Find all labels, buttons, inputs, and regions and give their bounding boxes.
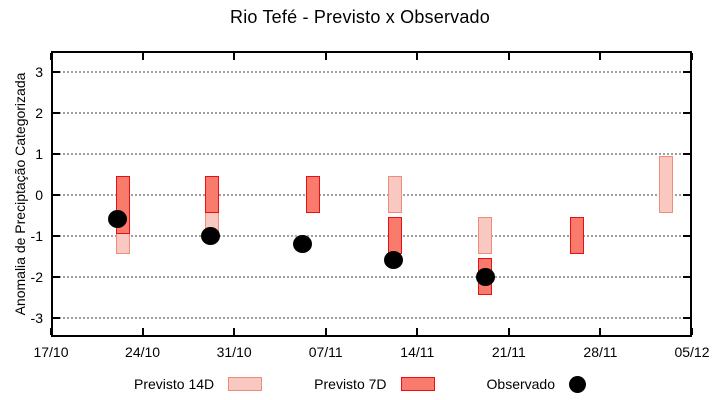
y-tick-label: -1 [30,227,43,244]
gridline [54,70,689,73]
y-tick-label: -3 [30,309,43,326]
x-tick-label: 24/10 [125,344,161,360]
x-tick-mark [507,53,510,60]
gridline [54,111,689,114]
forecast-bar-7d [569,217,584,255]
y-tick-mark [53,234,60,237]
forecast-bar-7d [305,176,320,214]
legend: Previsto 14D Previsto 7D Observado [0,372,720,396]
observado-dot-icon [569,375,586,393]
legend-item-observado: Observado [486,375,586,393]
y-tick-label: 2 [35,104,43,121]
x-tick-mark [599,53,602,60]
observed-dot [475,267,495,286]
x-tick-mark [416,53,419,60]
observed-dot [108,210,128,229]
x-tick-label: 05/12 [674,344,710,360]
gridline [54,152,689,155]
forecast-bar-7d [388,217,403,255]
x-tick-mark [50,328,52,335]
forecast-bar-14d [658,155,673,214]
x-tick-label: 17/10 [33,344,69,360]
legend-item-previsto-7d: Previsto 7D [314,376,435,392]
x-tick-mark [324,328,327,335]
x-tick-mark [233,53,236,60]
observed-dot [292,234,312,253]
y-tick-label: -2 [30,268,43,285]
y-tick-mark [683,193,690,196]
x-tick-mark [233,328,236,335]
y-tick-mark [683,316,690,319]
gridline [54,193,689,196]
y-tick-mark [53,70,60,73]
legend-label: Previsto 14D [134,376,215,392]
y-tick-mark [683,111,690,114]
y-tick-mark [53,152,60,155]
x-tick-label: 21/11 [491,344,526,360]
forecast-bar-7d [204,176,219,214]
y-tick-mark [53,193,60,196]
x-tick-mark [691,328,693,335]
y-tick-mark [683,234,690,237]
gridline [54,234,689,237]
y-tick-mark [683,152,690,155]
observed-dot [201,226,221,245]
x-tick-mark [691,53,693,60]
observed-dot [384,251,404,270]
y-tick-mark [53,111,60,114]
previsto-14d-swatch-icon [228,377,263,391]
legend-item-previsto-14d: Previsto 14D [134,376,263,392]
y-tick-label: 0 [35,186,43,203]
x-tick-label: 28/11 [583,344,618,360]
x-tick-mark [324,53,327,60]
x-tick-mark [416,328,419,335]
y-tick-mark [53,316,60,319]
legend-label: Observado [486,376,555,392]
x-tick-label: 31/10 [216,344,252,360]
y-tick-mark [683,70,690,73]
x-tick-mark [141,53,144,60]
legend-label: Previsto 7D [314,376,387,392]
gridline [54,275,689,278]
y-tick-label: 1 [35,145,43,162]
x-tick-mark [599,328,602,335]
previsto-7d-swatch-icon [400,377,435,391]
y-tick-mark [53,275,60,278]
gridline [54,316,689,319]
x-tick-mark [141,328,144,335]
x-tick-label: 07/11 [308,344,343,360]
y-tick-label: 3 [35,63,43,80]
x-tick-mark [50,53,52,60]
forecast-bar-14d [478,217,493,255]
forecast-bar-14d [388,176,403,214]
y-tick-mark [683,275,690,278]
x-tick-label: 14/11 [400,344,435,360]
chart-title: Rio Tefé - Previsto x Observado [230,7,490,27]
x-tick-mark [507,328,510,335]
